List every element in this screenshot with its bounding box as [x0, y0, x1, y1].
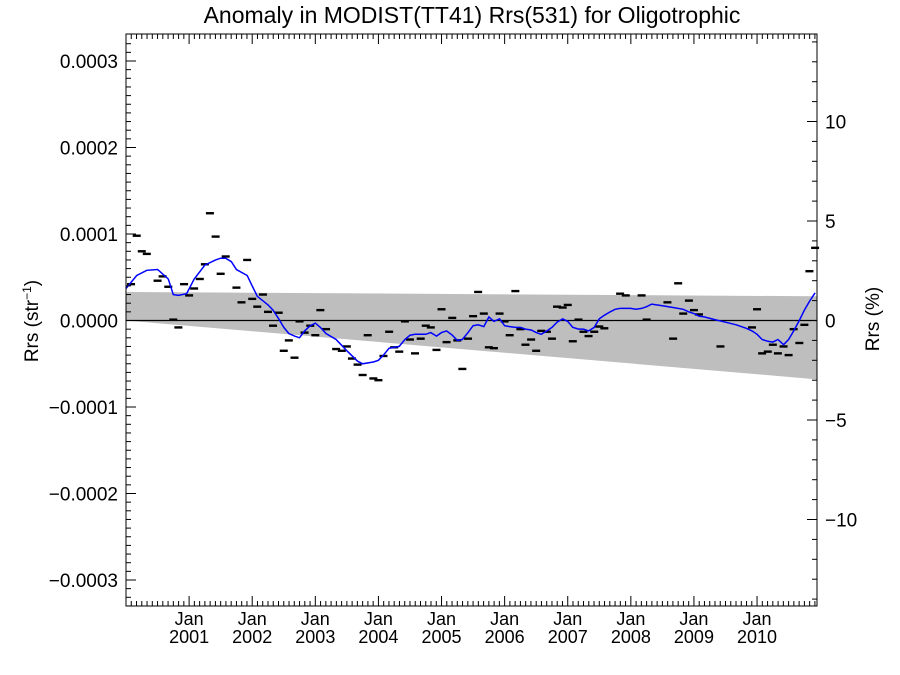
confidence-band-layer	[126, 291, 817, 380]
y-left-tick-label: 0.0001	[60, 225, 118, 246]
monthly-anomaly-layer	[127, 212, 820, 382]
chart-title: Anomaly in MODIST(TT41) Rrs(531) for Oli…	[203, 2, 741, 28]
y-axis-label-right: Rrs (%)	[863, 286, 884, 352]
y-right-tick-label: 5	[825, 212, 836, 233]
x-tick-month-label: Jan	[616, 609, 645, 629]
y-right-tick-label: 10	[825, 113, 846, 134]
x-tick-month-label: Jan	[175, 609, 204, 629]
x-tick-year-label: 2004	[358, 627, 398, 647]
x-tick-year-label: 2002	[232, 627, 272, 647]
y-axis-label-left-exponent: −1	[19, 286, 34, 300]
x-tick-year-label: 2009	[674, 627, 714, 647]
x-tick-year-label: 2010	[737, 627, 777, 647]
x-tick-month-label: Jan	[743, 609, 772, 629]
x-tick-year-label: 2003	[295, 627, 335, 647]
y-axis-label-left-close: )	[22, 279, 44, 287]
y-left-tick-label: 0.0002	[60, 139, 118, 160]
y-left-tick-label: −0.0002	[49, 485, 118, 506]
y-right-tick-label: 0	[825, 312, 836, 333]
y-right-tick-label: −5	[825, 411, 847, 432]
tick-label-layer: 0.0003 0.0002 0.0001 0.0000 −0.0001 −0.0002 −0…	[49, 52, 857, 647]
axes-layer	[125, 33, 818, 607]
x-tick-month-label: Jan	[679, 609, 708, 629]
x-tick-year-label: 2005	[422, 627, 462, 647]
x-tick-year-label: 2006	[485, 627, 525, 647]
x-tick-month-label: Jan	[553, 609, 582, 629]
x-tick-month-label: Jan	[364, 609, 393, 629]
x-tick-year-label: 2008	[611, 627, 651, 647]
y-axis-label-left: Rrs (str−1)	[19, 279, 44, 363]
x-tick-month-label: Jan	[490, 609, 519, 629]
uncertainty-band	[126, 291, 817, 380]
smoothed-line-layer	[125, 257, 816, 365]
smoothed-anomaly-line	[125, 257, 816, 365]
x-tick-year-label: 2001	[169, 627, 209, 647]
y-left-tick-label: −0.0003	[49, 571, 118, 592]
x-tick-month-label: Jan	[427, 609, 456, 629]
y-left-tick-label: 0.0003	[60, 52, 118, 73]
x-tick-month-label: Jan	[301, 609, 330, 629]
y-axis-label-left-text: Rrs (str	[22, 299, 44, 363]
y-left-tick-label: 0.0000	[60, 312, 118, 333]
y-left-tick-label: −0.0001	[49, 398, 118, 419]
y-right-tick-label: −10	[825, 511, 857, 532]
x-tick-year-label: 2007	[548, 627, 588, 647]
x-tick-month-label: Jan	[238, 609, 267, 629]
